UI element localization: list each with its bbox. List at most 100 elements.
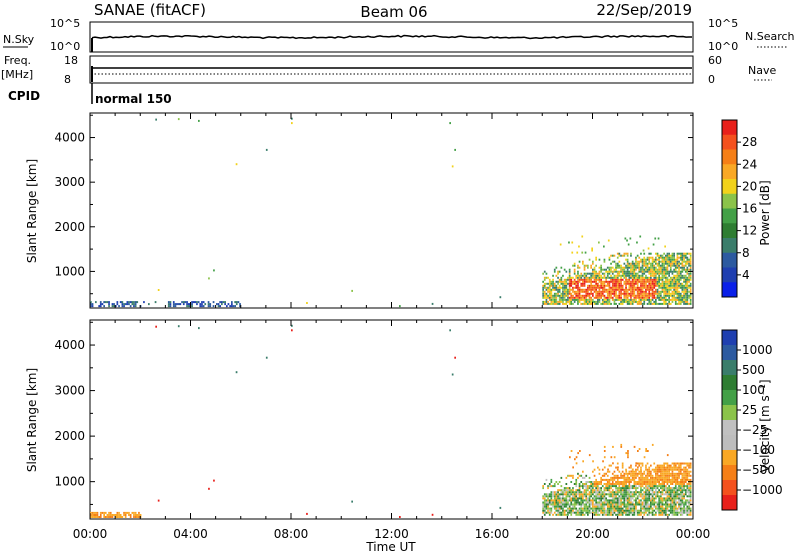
cpid-label: CPID xyxy=(8,89,40,103)
echo-cell xyxy=(678,280,680,283)
echo-cell xyxy=(666,256,669,259)
echo-cell xyxy=(689,513,692,516)
echo-cell xyxy=(562,511,564,514)
echo-cell xyxy=(645,296,647,299)
echo-cell xyxy=(625,497,627,500)
echo-cell xyxy=(99,516,102,518)
echo-cell xyxy=(631,470,634,473)
echo-cell xyxy=(684,501,687,504)
echo-cell xyxy=(636,483,639,485)
echo-cell xyxy=(177,325,180,328)
echo-cell xyxy=(616,476,619,479)
echo-cell xyxy=(568,276,571,279)
echo-cell xyxy=(611,276,614,279)
echo-cell xyxy=(679,274,682,277)
echo-cell xyxy=(679,505,682,508)
echo-cell xyxy=(582,278,584,281)
echo-cell xyxy=(550,485,553,488)
echo-cell xyxy=(575,513,578,516)
echo-cell xyxy=(207,305,210,308)
echo-cell xyxy=(606,513,609,516)
echo-cell xyxy=(567,278,569,281)
echo-cell xyxy=(643,472,646,475)
echo-cell xyxy=(600,276,602,279)
echo-cell xyxy=(610,503,612,506)
echo-cell xyxy=(641,483,644,485)
echo-cell xyxy=(658,509,660,512)
echo-cell xyxy=(578,298,581,301)
echo-cell xyxy=(688,262,690,265)
echo-cell xyxy=(590,274,592,277)
echo-cell xyxy=(641,296,644,299)
echo-cell xyxy=(625,264,627,267)
echo-cell xyxy=(674,468,677,471)
echo-cell xyxy=(552,284,554,287)
echo-cell xyxy=(575,485,578,488)
echo-cell xyxy=(666,262,669,265)
echo-cell xyxy=(552,513,554,516)
echo-cell xyxy=(665,290,667,293)
echo-cell xyxy=(598,292,601,295)
echo-cell xyxy=(565,489,568,492)
echo-cell xyxy=(618,495,621,498)
echo-cell xyxy=(678,503,680,506)
echo-cell xyxy=(646,497,649,500)
echo-cell xyxy=(658,495,660,498)
echo-cell xyxy=(552,485,554,488)
echo-cell xyxy=(265,148,268,151)
echo-cell xyxy=(638,274,641,277)
echo-cell xyxy=(565,476,568,479)
echo-cell xyxy=(684,468,687,471)
echo-cell xyxy=(616,262,619,265)
echo-cell xyxy=(621,481,624,483)
echo-cell xyxy=(217,305,220,308)
echo-cell xyxy=(651,489,654,492)
echo-cell xyxy=(613,274,616,277)
echo-cell xyxy=(653,258,656,261)
x-tick-label: 08:00 xyxy=(274,527,309,541)
echo-cell xyxy=(686,290,689,293)
echo-cell xyxy=(679,254,682,257)
echo-cell xyxy=(665,262,667,265)
time-axis-label: Time UT xyxy=(365,540,416,554)
echo-cell xyxy=(666,495,669,498)
echo-cell xyxy=(603,466,606,469)
echo-cell xyxy=(678,487,680,490)
echo-cell xyxy=(653,268,656,271)
echo-cell xyxy=(552,278,554,281)
echo-cell xyxy=(600,302,602,305)
echo-cell xyxy=(640,302,642,305)
echo-cell xyxy=(573,503,576,506)
echo-cell xyxy=(618,254,621,257)
echo-cell xyxy=(658,483,660,485)
echo-cell xyxy=(568,499,571,502)
echo-cell xyxy=(641,294,644,297)
echo-cell xyxy=(648,270,651,273)
echo-cell xyxy=(658,268,660,271)
echo-cell xyxy=(650,264,652,267)
echo-cell xyxy=(671,507,674,510)
echo-cell xyxy=(631,300,634,303)
echo-cell xyxy=(655,495,657,498)
echo-cell xyxy=(118,516,120,518)
echo-cell xyxy=(618,483,621,485)
echo-cell xyxy=(605,485,607,488)
echo-cell xyxy=(567,501,569,504)
echo-cell xyxy=(620,511,622,514)
echo-cell xyxy=(656,284,659,287)
echo-cell xyxy=(587,507,589,510)
echo-cell xyxy=(655,258,657,261)
echo-cell xyxy=(575,294,578,297)
echo-cell xyxy=(679,495,682,498)
echo-cell xyxy=(558,501,561,504)
echo-cell xyxy=(615,282,617,285)
echo-cell xyxy=(668,260,670,263)
echo-cell xyxy=(625,495,627,498)
echo-cell xyxy=(661,290,664,293)
echo-cell xyxy=(663,264,665,267)
echo-cell xyxy=(635,487,637,490)
echo-cell xyxy=(568,241,570,244)
echo-cell xyxy=(590,276,592,279)
echo-cell xyxy=(608,300,611,303)
echo-cell xyxy=(590,282,592,285)
